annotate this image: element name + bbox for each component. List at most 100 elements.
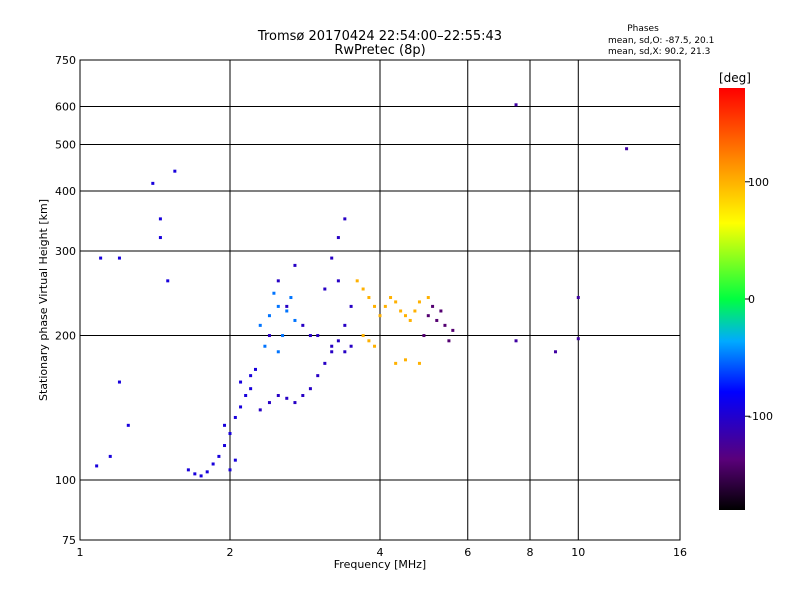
data-point — [431, 304, 435, 308]
data-point — [301, 394, 305, 398]
data-point — [308, 387, 312, 391]
data-point — [514, 339, 518, 343]
data-point — [378, 314, 382, 318]
data-point — [417, 300, 421, 304]
data-point — [514, 103, 518, 107]
colorbar-ticks: 100 0 -100 — [745, 176, 773, 423]
data-point — [228, 468, 232, 472]
y-tick-label: 100 — [55, 474, 76, 487]
grid — [80, 60, 680, 540]
data-point — [361, 334, 365, 338]
data-point — [276, 350, 280, 354]
chart-title: Tromsø 20170424 22:54:00–22:55:43 — [257, 29, 502, 44]
colorbar-tick-label: 100 — [748, 176, 769, 189]
x-tick-label: 8 — [527, 546, 534, 559]
data-point — [394, 300, 398, 304]
data-point — [158, 236, 162, 240]
data-point — [289, 296, 293, 300]
data-point — [199, 474, 203, 478]
data-point — [233, 458, 237, 462]
data-point — [99, 256, 103, 260]
data-point — [301, 323, 305, 327]
data-point — [253, 367, 257, 371]
data-point — [426, 314, 430, 318]
data-point — [336, 236, 340, 240]
data-point — [223, 444, 227, 448]
data-point — [263, 344, 267, 348]
data-point — [95, 464, 99, 468]
data-point — [308, 334, 312, 338]
data-point — [285, 309, 289, 313]
data-point — [166, 279, 170, 283]
data-point — [413, 309, 417, 313]
data-point — [323, 287, 327, 291]
data-point — [343, 350, 347, 354]
x-tick-label: 2 — [227, 546, 234, 559]
phase-o-stats: mean, sd,O: -87.5, 20.1 — [608, 36, 714, 46]
data-point — [323, 361, 327, 365]
y-tick-label: 750 — [55, 54, 76, 67]
data-point — [117, 256, 121, 260]
x-tick-label: 6 — [464, 546, 471, 559]
data-point — [272, 291, 276, 295]
phase-heading: Phases — [627, 24, 659, 34]
data-points — [95, 103, 629, 478]
x-axis-label: Frequency [MHz] — [334, 558, 426, 571]
data-point — [285, 396, 289, 400]
data-point — [267, 334, 271, 338]
data-point — [249, 374, 253, 378]
x-tick-label: 4 — [377, 546, 384, 559]
y-tick-label: 200 — [55, 330, 76, 343]
data-point — [258, 323, 262, 327]
data-point — [426, 296, 430, 300]
data-point — [435, 318, 439, 322]
data-point — [211, 462, 215, 466]
data-point — [373, 344, 377, 348]
y-tick-label: 400 — [55, 185, 76, 198]
data-point — [193, 472, 197, 476]
data-point — [361, 287, 365, 291]
data-point — [205, 470, 209, 474]
plot-frame — [79, 59, 681, 541]
data-point — [403, 314, 407, 318]
data-point — [281, 334, 285, 338]
data-point — [330, 256, 334, 260]
data-point — [173, 169, 177, 173]
data-point — [239, 405, 243, 409]
data-point — [244, 394, 248, 398]
x-tick-label: 16 — [673, 546, 687, 559]
data-point — [343, 323, 347, 327]
data-point — [349, 304, 353, 308]
data-point — [293, 263, 297, 267]
data-point — [151, 181, 155, 185]
data-point — [343, 217, 347, 221]
data-point — [249, 387, 253, 391]
data-point — [186, 468, 190, 472]
data-point — [228, 432, 232, 436]
colorbar-label: [deg] — [719, 71, 751, 85]
y-tick-label: 75 — [62, 534, 76, 547]
data-point — [553, 350, 557, 354]
data-point — [316, 334, 320, 338]
data-point — [267, 401, 271, 405]
data-point — [223, 423, 227, 427]
data-point — [276, 394, 280, 398]
data-point — [293, 401, 297, 405]
y-tick-label: 600 — [55, 101, 76, 114]
colorbar-tick-label: 0 — [748, 293, 755, 306]
data-point — [330, 344, 334, 348]
data-point — [576, 296, 580, 300]
data-point — [239, 380, 243, 384]
data-point — [373, 304, 377, 308]
data-point — [422, 334, 426, 338]
data-point — [403, 358, 407, 362]
data-point — [336, 339, 340, 343]
colorbar — [719, 88, 745, 510]
data-point — [316, 374, 320, 378]
data-point — [108, 454, 112, 458]
data-point — [336, 279, 340, 283]
data-point — [267, 314, 271, 318]
data-point — [367, 339, 371, 343]
data-point — [355, 279, 359, 283]
